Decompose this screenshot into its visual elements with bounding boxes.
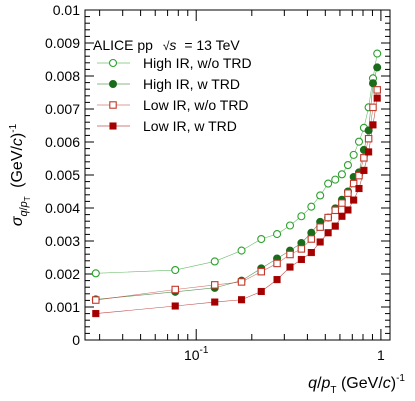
data-point: [297, 212, 306, 221]
y-tick-label: 0.006: [45, 134, 80, 150]
data-point: [365, 148, 373, 156]
data-point: [307, 249, 315, 257]
title-experiment: ALICE pp: [93, 37, 153, 53]
data-point: [364, 126, 373, 135]
data-point: [211, 298, 219, 306]
data-point: [373, 49, 382, 58]
data-point: [355, 184, 363, 193]
x-axis-ticks: 10-1 1: [99, 10, 385, 363]
data-point: [373, 63, 382, 72]
data-point: [273, 276, 281, 284]
data-point: [331, 175, 340, 184]
data-point: [344, 206, 352, 214]
legend: High IR, w/o TRD High IR, w TRD Low IR, w/…: [97, 55, 252, 134]
data-point: [91, 269, 100, 278]
legend-marker: [108, 58, 118, 68]
data-point: [297, 255, 305, 264]
legend-label: High IR, w TRD: [143, 76, 240, 92]
data-point: [257, 267, 266, 276]
y-tick-label: 0.002: [45, 266, 80, 282]
data-point: [369, 121, 377, 129]
data-point: [238, 296, 246, 304]
data-point: [337, 170, 346, 179]
data-point: [368, 79, 377, 88]
data-point: [286, 250, 294, 259]
data-point: [210, 281, 219, 289]
data-point: [257, 287, 265, 296]
data-point: [273, 230, 282, 239]
data-point: [355, 171, 363, 180]
legend-marker: [109, 101, 117, 109]
data-point: [237, 246, 246, 255]
legend-label: High IR, w/o TRD: [143, 55, 252, 71]
data-point: [369, 103, 377, 112]
data-point: [171, 285, 179, 294]
y-tick-label: 0.001: [45, 299, 80, 315]
data-point: [171, 302, 179, 310]
x-tick-label: 10-1: [184, 345, 209, 363]
data-point: [307, 202, 316, 211]
y-tick-label: 0.003: [45, 233, 80, 249]
title-energy: = 13 TeV: [184, 37, 240, 53]
data-point: [324, 213, 332, 222]
y-tick-label: 0.004: [45, 200, 80, 216]
legend-label: Low IR, w TRD: [143, 118, 237, 134]
data-point: [92, 310, 100, 318]
data-point: [210, 257, 219, 266]
data-point: [331, 206, 340, 215]
data-point: [360, 166, 368, 174]
x-axis-title: q/pT (GeV/c)-1: [308, 373, 405, 396]
data-point: [286, 263, 294, 271]
data-point: [373, 94, 381, 102]
data-point: [338, 212, 346, 220]
data-point: [350, 196, 358, 204]
data-point: [316, 191, 325, 200]
y-tick-label: 0.008: [45, 68, 80, 84]
legend-marker: [109, 80, 118, 89]
data-point: [307, 228, 316, 237]
y-tick-label: 0: [72, 332, 80, 348]
title-sqrt-variable: s: [169, 37, 176, 53]
data-point: [307, 235, 316, 243]
data-point: [171, 265, 180, 275]
data-point: [373, 86, 381, 94]
x-tick-label: 1: [377, 347, 385, 363]
data-point: [316, 223, 324, 231]
data-point: [360, 154, 368, 162]
svg-text:σq/pT (GeV/c)-1: σq/pT (GeV/c)-1: [8, 123, 32, 226]
legend-label: Low IR, w/o TRD: [143, 97, 249, 113]
data-point: [349, 179, 358, 188]
data-point: [338, 199, 346, 207]
data-point: [297, 245, 306, 253]
data-point: [285, 221, 295, 230]
legend-marker: [109, 122, 117, 130]
y-tick-label: 0.009: [45, 35, 80, 51]
data-point: [324, 179, 333, 188]
data-point: [316, 238, 324, 246]
y-axis-ticks: 0 0.001 0.002 0.003 0.004 0.005 0.006 0.007 0.00…: [45, 2, 390, 348]
data-point: [349, 150, 358, 159]
sqrt-symbol: √: [163, 39, 170, 53]
series-layer: [91, 49, 382, 318]
y-tick-label: 0.01: [53, 2, 80, 18]
data-point: [324, 229, 332, 237]
data-point: [331, 222, 339, 230]
data-point: [344, 189, 352, 197]
data-point: [354, 137, 364, 146]
y-tick-label: 0.007: [45, 101, 80, 117]
data-point: [237, 278, 246, 286]
data-point: [343, 161, 352, 170]
data-point: [92, 296, 100, 304]
chart-title: ALICE pp √s = 13 TeV: [93, 37, 240, 53]
data-point: [364, 134, 373, 143]
y-tick-label: 0.005: [45, 167, 80, 183]
data-point: [257, 234, 266, 244]
y-axis-title: σq/pT (GeV/c)-1: [8, 123, 32, 226]
data-point: [273, 259, 281, 268]
